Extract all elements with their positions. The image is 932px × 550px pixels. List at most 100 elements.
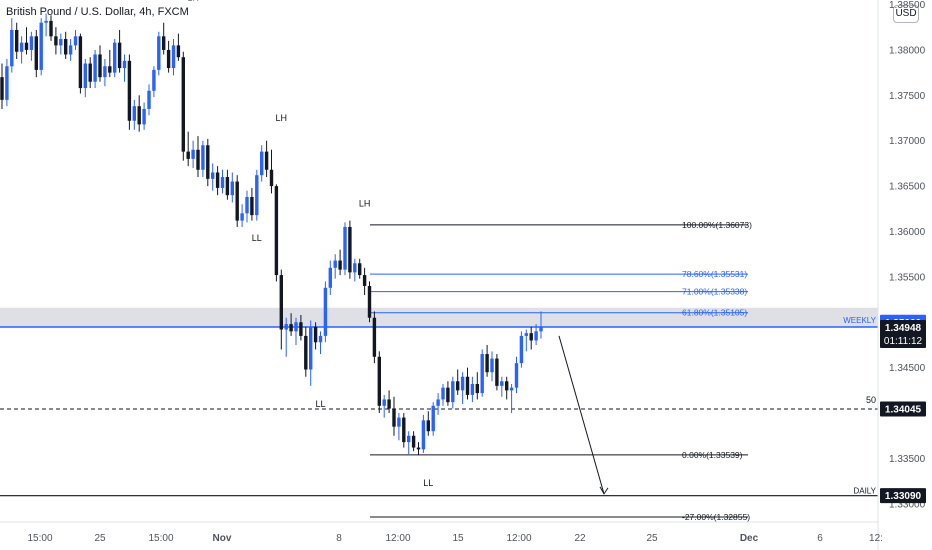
candle-body-31 [152,69,156,91]
y-tick-8: 1.34500 [889,363,926,374]
candle-body-104 [509,387,514,391]
candle-body-99 [485,354,489,373]
candle-body-50 [245,196,249,214]
candle-body-62 [304,335,308,370]
projection-arrow-layer [558,335,609,495]
candle-body-81 [397,417,401,427]
candle-body-82 [402,417,406,443]
chart-title: British Pound / U.S. Dollar, 4h, FXCM [6,6,189,18]
candle-body-46 [225,177,230,196]
y-tick-1: 1.38000 [889,45,926,56]
candle-body-85 [416,447,421,450]
candle-body-94 [460,376,465,391]
currency-button[interactable]: USD [893,5,919,23]
candle-body-91 [446,387,450,403]
candle-body-13 [64,39,68,55]
y-tick-3: 1.37000 [889,136,926,147]
projection-arrow-head [599,486,609,495]
candle-body-57 [279,275,283,330]
x-tick-0: 15:00 [27,533,52,544]
candle-body-64 [313,326,318,343]
candle-body-9 [44,20,48,23]
candle-body-23 [113,42,117,73]
candle-body-56 [274,186,279,276]
candle-body-48 [235,181,239,221]
candle-body-58 [284,324,288,330]
structure-label-2: LL [252,233,262,243]
candle-body-26 [127,60,132,121]
candle-body-72 [353,263,357,273]
candle-body-59 [289,324,293,332]
y-tick-5: 1.36000 [889,227,926,238]
candle-body-0 [0,77,4,100]
fib-retracement-layer: 100.00%(1.36073) 78.60%(1.35531) 71.00%(1.… [370,220,752,522]
candle-body-19 [93,54,97,82]
candle-body-106 [519,335,524,364]
candle-body-75 [367,285,372,318]
candle-body-2 [10,29,14,67]
fib-label-5: -27.00%(1.32855) [682,512,750,522]
x-tick-2: 15:00 [148,533,173,544]
price-tag-label-2: 1.34045 [885,404,922,415]
structure-label-0: LH [187,0,199,2]
x-tick-1: 25 [94,533,106,544]
candle-body-12 [59,39,63,46]
level-label-1: 50 [866,395,876,405]
candle-body-27 [132,106,136,121]
candle-body-70 [343,226,347,270]
candle-body-20 [98,54,102,78]
x-tick-11: 6 [817,533,823,544]
candle-body-52 [255,175,259,216]
y-tick-4: 1.36500 [889,182,926,193]
candle-body-55 [269,169,274,187]
projection-arrow-line [558,335,605,494]
candle-body-67 [328,267,332,288]
candle-body-60 [294,322,298,332]
candle-body-29 [142,108,146,125]
fib-label-4: 0.00%(1.33539) [682,450,743,460]
candle-body-83 [407,435,411,443]
x-tick-4: 8 [336,533,342,544]
structure-label-5: LL [423,478,433,488]
candle-body-86 [421,420,426,450]
x-tick-10: Dec [740,533,759,544]
candle-body-30 [147,90,151,109]
candle-body-25 [122,60,127,69]
x-tick-3: Nov [213,533,232,544]
candle-body-45 [220,177,225,188]
candle-body-5 [24,42,29,50]
candle-body-18 [88,63,92,82]
candle-body-41 [201,145,205,170]
candle-body-43 [211,172,215,179]
candle-body-84 [411,435,416,448]
candle-body-61 [299,322,303,336]
candle-body-66 [323,287,328,336]
candle-body-89 [436,399,440,406]
candle-body-76 [372,317,377,357]
candle-body-22 [108,66,112,73]
x-tick-8: 22 [574,533,586,544]
y-tick-10: 1.33500 [889,454,926,465]
x-tick-6: 15 [452,533,464,544]
candle-body-4 [19,42,24,52]
x-tick-5: 12:00 [385,533,410,544]
candle-body-96 [470,384,475,395]
level-label-0: WEEKLY [843,316,876,325]
candle-body-63 [309,326,313,370]
candle-body-35 [171,45,176,69]
candle-body-95 [465,376,470,395]
fib-label-1: 78.60%(1.35531) [682,269,747,279]
candle-body-10 [49,20,53,37]
candle-body-79 [387,399,391,409]
candle-body-103 [505,381,509,391]
fib-label-0: 100.00%(1.36073) [682,220,752,230]
candle-body-47 [230,181,234,196]
candle-body-8 [39,22,43,70]
candle-body-97 [475,384,479,394]
candle-body-73 [358,263,362,276]
candle-body-69 [338,260,342,270]
candle-body-40 [196,149,200,170]
